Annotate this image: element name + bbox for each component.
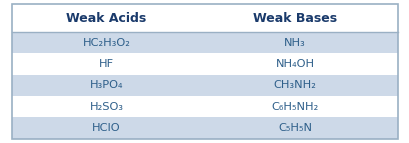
Bar <box>12 75 397 96</box>
Bar <box>12 32 397 53</box>
Text: C₆H₅NH₂: C₆H₅NH₂ <box>271 102 318 112</box>
Bar <box>12 117 397 139</box>
Text: NH₄OH: NH₄OH <box>275 59 314 69</box>
Text: CH₃NH₂: CH₃NH₂ <box>273 81 316 90</box>
Text: HF: HF <box>99 59 114 69</box>
Text: H₂SO₃: H₂SO₃ <box>90 102 123 112</box>
Text: C₅H₅N: C₅H₅N <box>278 123 311 133</box>
Text: NH₃: NH₃ <box>283 38 306 48</box>
Bar <box>12 53 397 75</box>
Bar <box>12 4 397 32</box>
Text: HC₂H₃O₂: HC₂H₃O₂ <box>83 38 130 48</box>
Bar <box>12 96 397 117</box>
Text: Weak Acids: Weak Acids <box>66 12 146 25</box>
Text: Weak Bases: Weak Bases <box>252 12 337 25</box>
Text: HClO: HClO <box>92 123 121 133</box>
Text: H₃PO₄: H₃PO₄ <box>90 81 123 90</box>
